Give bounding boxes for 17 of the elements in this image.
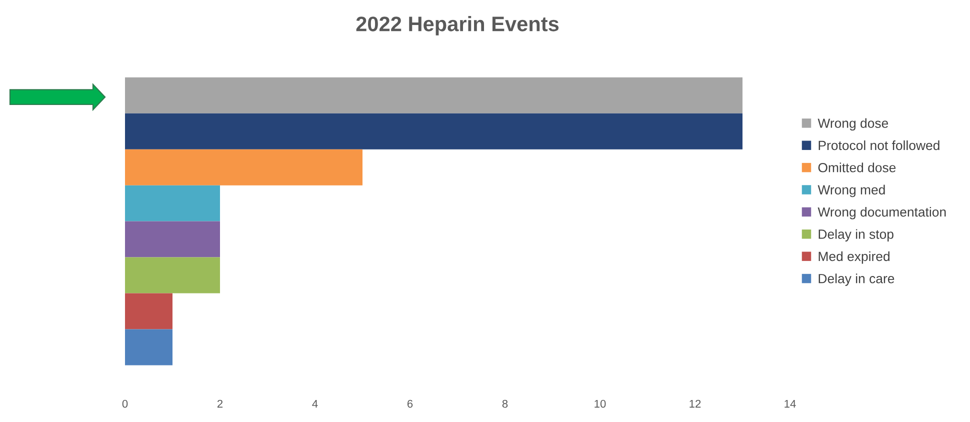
legend-label: Wrong dose	[818, 118, 888, 131]
x-tick-label: 6	[407, 400, 413, 408]
x-tick-label: 14	[784, 400, 796, 408]
legend-label: Protocol not followed	[818, 140, 940, 150]
chart-title: 2022 Heparin Events	[356, 16, 559, 36]
legend-label: Omitted dose	[818, 162, 896, 172]
legend-label: Wrong med	[818, 184, 885, 198]
x-tick-label: 4	[312, 400, 318, 408]
x-tick-label: 0	[122, 400, 128, 408]
legend-label: Delay in care	[818, 274, 894, 286]
legend-label: Delay in stop	[818, 229, 894, 242]
legend-label: Med expired	[818, 251, 890, 264]
x-tick-label: 8	[502, 400, 508, 408]
legend-label: Wrong documentation	[818, 207, 946, 220]
x-tick-label: 12	[690, 400, 701, 408]
x-tick-label: 10	[594, 400, 606, 408]
x-tick-label: 2	[217, 400, 223, 408]
